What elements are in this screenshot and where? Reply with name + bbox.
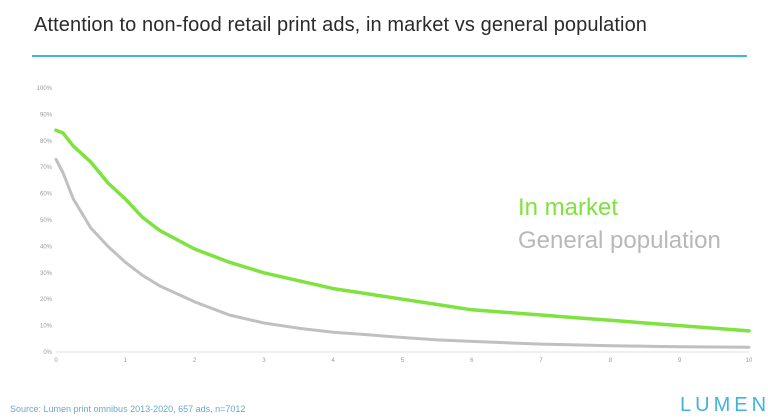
y-tick-label: 0% xyxy=(43,350,52,356)
title-divider xyxy=(32,55,747,57)
y-tick-label: 30% xyxy=(40,271,53,277)
x-tick-label: 5 xyxy=(401,358,405,364)
y-axis-ticks: 0% 10% 20% 30% 40% 50% 60% 70% 80% 90% 100% xyxy=(37,86,53,356)
x-tick-label: 6 xyxy=(470,358,474,364)
y-tick-label: 40% xyxy=(40,244,53,250)
x-axis-ticks: 0 1 2 3 4 5 6 7 8 9 10 xyxy=(54,358,753,364)
legend-in-market: In market xyxy=(518,194,619,221)
x-tick-label: 4 xyxy=(332,358,336,364)
y-tick-label: 50% xyxy=(40,218,53,224)
x-tick-label: 2 xyxy=(193,358,197,364)
x-tick-label: 0 xyxy=(54,358,58,364)
y-tick-label: 90% xyxy=(40,112,53,118)
chart-title: Attention to non-food retail print ads, … xyxy=(34,14,648,36)
lumen-logo: LUMEN xyxy=(680,394,768,416)
chart-series xyxy=(54,128,751,349)
series-line-in-market xyxy=(54,128,751,333)
source-note: Source: Lumen print omnibus 2013-2020, 6… xyxy=(10,404,246,414)
x-tick-label: 8 xyxy=(609,358,613,364)
x-tick-label: 3 xyxy=(262,358,266,364)
x-tick-label: 1 xyxy=(124,358,128,364)
series-line-general-population xyxy=(54,157,751,349)
y-tick-label: 100% xyxy=(37,86,53,92)
y-tick-label: 70% xyxy=(40,165,53,171)
x-tick-label: 7 xyxy=(539,358,543,364)
x-tick-label: 9 xyxy=(678,358,682,364)
y-tick-label: 80% xyxy=(40,139,53,145)
y-tick-label: 10% xyxy=(40,324,53,330)
y-tick-label: 20% xyxy=(40,297,53,303)
y-tick-label: 60% xyxy=(40,192,53,198)
legend-general-population: General population xyxy=(518,227,721,254)
x-tick-label: 10 xyxy=(746,358,753,364)
